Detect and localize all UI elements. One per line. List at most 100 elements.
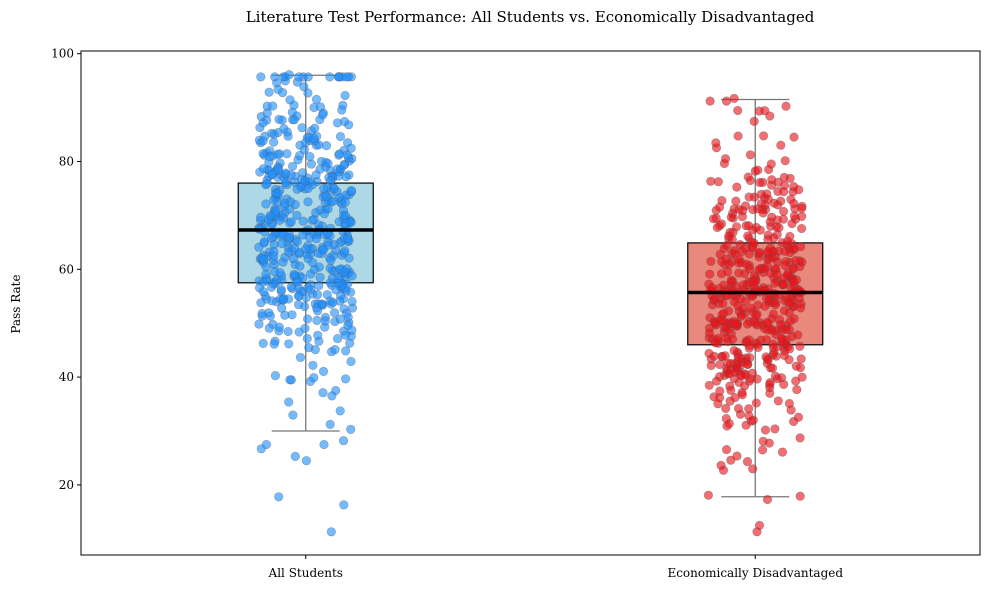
data-point xyxy=(329,184,339,194)
data-point xyxy=(285,375,295,385)
data-point xyxy=(709,351,719,361)
data-point xyxy=(294,291,304,301)
data-point xyxy=(721,403,731,414)
data-point xyxy=(779,379,789,390)
data-point xyxy=(721,323,731,333)
data-point xyxy=(711,138,721,148)
data-point xyxy=(765,217,775,227)
data-point xyxy=(755,177,765,188)
data-point xyxy=(256,298,266,308)
data-point xyxy=(742,457,753,467)
data-point xyxy=(325,72,335,82)
data-point xyxy=(303,72,313,82)
x-tick-label: Economically Disadvantaged xyxy=(667,566,843,580)
data-point xyxy=(319,439,329,450)
data-point xyxy=(787,219,797,229)
data-point xyxy=(288,161,298,171)
data-point xyxy=(794,185,804,195)
data-point xyxy=(326,255,336,265)
data-point xyxy=(299,82,309,92)
data-point xyxy=(301,244,311,254)
data-point xyxy=(318,245,328,255)
data-point xyxy=(763,319,773,329)
data-point xyxy=(306,159,317,169)
data-point xyxy=(281,168,291,178)
data-point xyxy=(733,352,743,363)
data-point xyxy=(732,182,742,192)
data-point xyxy=(755,225,765,235)
data-point xyxy=(789,277,799,287)
data-point xyxy=(273,127,283,138)
data-point xyxy=(340,90,350,101)
data-point xyxy=(791,376,801,386)
data-point xyxy=(292,210,302,220)
data-point xyxy=(721,445,732,455)
data-point xyxy=(734,254,744,265)
data-point xyxy=(319,183,329,193)
data-point xyxy=(312,315,322,326)
data-point xyxy=(329,308,340,318)
box-group-1: All Students xyxy=(237,70,374,580)
data-point xyxy=(741,259,752,270)
data-point xyxy=(301,456,312,466)
data-point xyxy=(770,371,781,381)
data-point xyxy=(346,186,356,196)
data-point xyxy=(730,367,740,377)
data-point xyxy=(718,298,728,309)
data-point xyxy=(797,372,807,382)
data-point xyxy=(269,137,279,147)
data-point xyxy=(780,246,790,256)
data-point xyxy=(737,371,747,381)
data-point xyxy=(744,335,754,345)
data-point xyxy=(704,328,715,338)
data-point xyxy=(273,188,283,198)
data-point xyxy=(750,318,760,329)
data-point xyxy=(749,238,759,248)
data-point xyxy=(303,197,313,207)
data-point xyxy=(264,87,274,97)
data-point xyxy=(768,309,779,319)
data-point xyxy=(797,203,807,213)
data-point xyxy=(726,455,736,465)
data-point xyxy=(295,352,306,363)
data-point xyxy=(269,339,279,349)
data-point xyxy=(315,164,325,174)
data-point xyxy=(310,123,320,133)
data-point xyxy=(779,187,789,197)
data-point xyxy=(313,330,323,340)
data-point xyxy=(254,319,264,329)
data-point xyxy=(716,315,727,326)
data-point xyxy=(315,272,325,283)
data-point xyxy=(742,319,753,329)
data-point xyxy=(289,115,300,125)
data-point xyxy=(784,398,795,409)
data-point xyxy=(773,200,783,210)
data-point xyxy=(795,363,806,373)
data-point xyxy=(705,96,715,106)
data-point xyxy=(277,303,287,313)
data-point xyxy=(735,294,746,304)
data-point xyxy=(284,397,294,407)
data-point xyxy=(334,149,345,159)
data-point xyxy=(714,202,725,212)
data-point xyxy=(340,330,351,340)
data-point xyxy=(780,260,790,271)
data-point xyxy=(725,396,735,406)
data-point xyxy=(311,94,322,104)
data-point xyxy=(744,221,754,231)
data-point xyxy=(328,297,338,308)
data-point xyxy=(767,325,777,336)
y-axis-label: Pass Rate xyxy=(9,274,23,333)
data-point xyxy=(346,424,356,435)
data-point xyxy=(340,267,350,277)
data-point xyxy=(785,344,795,354)
data-point xyxy=(788,264,798,274)
data-point xyxy=(317,110,328,120)
data-point xyxy=(303,314,313,324)
data-point xyxy=(314,281,324,291)
data-point xyxy=(283,326,293,337)
data-point xyxy=(734,268,744,278)
data-point xyxy=(751,398,761,408)
data-point xyxy=(327,391,337,401)
data-point xyxy=(300,323,310,334)
